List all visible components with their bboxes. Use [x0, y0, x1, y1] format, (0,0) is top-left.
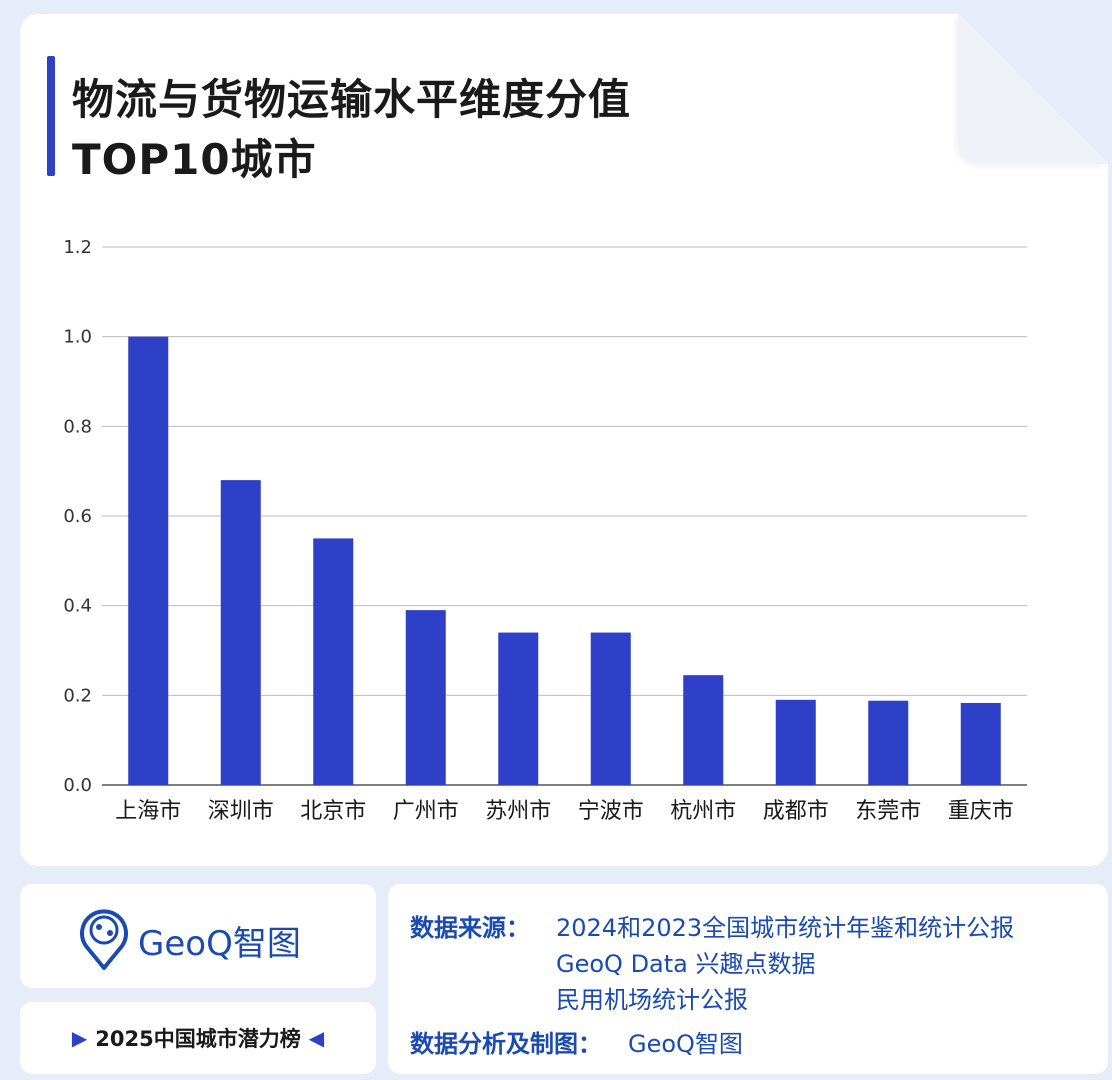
x-category-label: 杭州市 — [670, 799, 736, 824]
bar — [590, 632, 631, 785]
y-tick-label: 1.2 — [63, 237, 92, 258]
data-source-label: 数据来源： — [410, 914, 530, 942]
y-tick-label: 0.6 — [63, 506, 92, 527]
x-category-label: 重庆市 — [948, 799, 1014, 824]
y-tick-label: 1.0 — [63, 327, 92, 348]
geoq-logo-icon — [80, 909, 128, 970]
bar — [683, 675, 724, 785]
x-category-label: 深圳市 — [208, 799, 274, 824]
play-left-icon: ◀ — [308, 1026, 325, 1050]
logo-text: GeoQ智图 — [138, 924, 301, 964]
y-tick-label: 0.0 — [63, 775, 92, 796]
chart-title-line-1: 物流与货物运输水平维度分值 — [72, 75, 632, 124]
ranking-label: 2025中国城市潜力榜 — [95, 1027, 301, 1051]
chart-title-line-2: TOP10城市 — [72, 135, 317, 184]
y-tick-label: 0.2 — [63, 685, 92, 706]
title-accent-bar — [47, 56, 55, 176]
y-axis-ticks: 0.0 0.2 0.4 0.6 0.8 1.0 1.2 — [63, 237, 92, 796]
x-category-label: 北京市 — [300, 799, 366, 824]
play-right-icon: ▶ — [71, 1026, 88, 1050]
bar — [775, 699, 816, 785]
data-source-line-2: GeoQ Data 兴趣点数据 — [556, 950, 816, 978]
logo-panel: GeoQ智图 — [20, 884, 376, 988]
bars — [128, 336, 1001, 785]
x-category-label: 成都市 — [763, 799, 829, 824]
x-category-label: 苏州市 — [485, 799, 551, 824]
x-category-label: 上海市 — [115, 799, 181, 824]
analysis-value: GeoQ智图 — [628, 1030, 743, 1058]
x-category-label: 宁波市 — [578, 799, 644, 824]
bar — [868, 700, 909, 785]
bar — [128, 336, 169, 785]
data-source-line-3: 民用机场统计公报 — [556, 986, 748, 1014]
bar-chart: 0.0 0.2 0.4 0.6 0.8 1.0 1.2 上海市 深圳市 北京市 广州市 苏州市 宁波市… — [63, 237, 1027, 824]
bar — [405, 610, 446, 785]
y-tick-label: 0.4 — [63, 596, 92, 617]
x-axis-labels: 上海市 深圳市 北京市 广州市 苏州市 宁波市 杭州市 成都市 东莞市 重庆市 — [115, 799, 1014, 824]
bar — [313, 538, 354, 785]
ranking-panel: ▶ 2025中国城市潜力榜 ◀ — [20, 1002, 376, 1074]
x-category-label: 东莞市 — [855, 799, 921, 824]
bar — [498, 632, 539, 785]
chart-card — [20, 14, 1108, 866]
analysis-label: 数据分析及制图： — [410, 1030, 602, 1058]
bar — [220, 480, 261, 785]
data-source-line-1: 2024和2023全国城市统计年鉴和统计公报 — [556, 914, 1015, 942]
y-tick-label: 0.8 — [63, 416, 92, 437]
bar — [960, 702, 1001, 785]
x-category-label: 广州市 — [393, 799, 459, 824]
source-panel: 数据来源： 2024和2023全国城市统计年鉴和统计公报 GeoQ Data 兴… — [388, 884, 1108, 1074]
page-fold-flap — [958, 14, 1108, 164]
